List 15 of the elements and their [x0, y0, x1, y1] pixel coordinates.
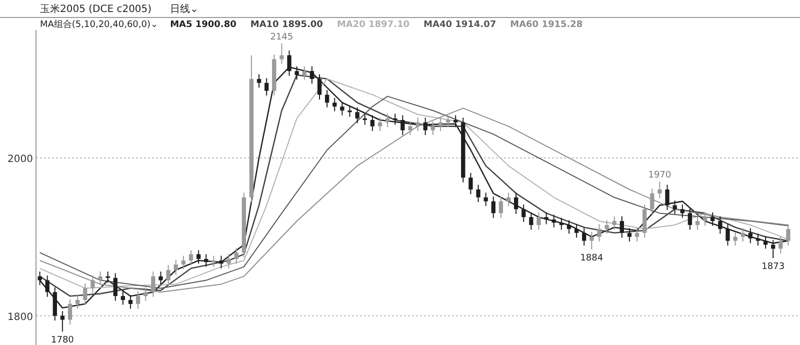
annotation: 1780: [51, 336, 74, 345]
y-tick-label: 1800: [8, 312, 33, 323]
text: MA10 1895.00: [250, 20, 323, 30]
text: MA60 1915.28: [510, 20, 583, 30]
annotation: 1873: [762, 262, 785, 272]
text: MA40 1914.07: [424, 20, 496, 30]
text: MA5 1900.80: [170, 20, 236, 30]
legend-title: MA组合(5,10,20,40,60,0)⌄: [40, 19, 158, 30]
annotation: 2145: [270, 32, 294, 42]
chart-title: 玉米2005 (DCE c2005): [40, 3, 152, 15]
annotation: 1884: [580, 253, 604, 264]
chart-subtitle: 日线⌄: [170, 3, 198, 15]
y-tick-label: 2000: [8, 154, 33, 165]
text: MA20 1897.10: [336, 20, 410, 30]
annotation: 1970: [648, 170, 672, 181]
